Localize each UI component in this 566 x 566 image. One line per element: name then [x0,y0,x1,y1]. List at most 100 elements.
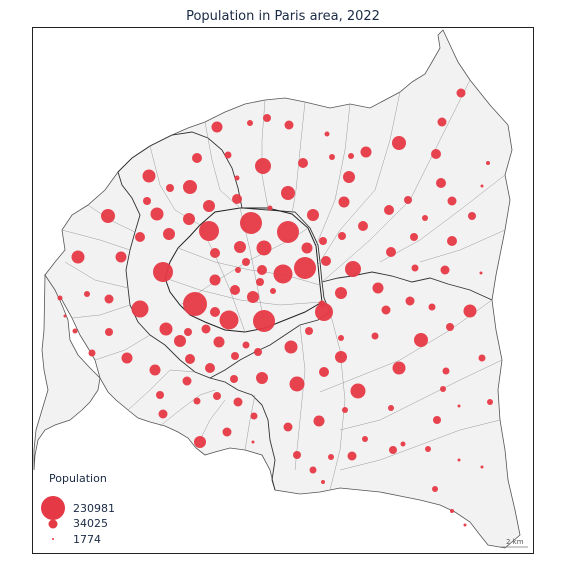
bubble [301,242,313,254]
bubble [203,200,215,212]
bubble [166,184,174,192]
bubble [307,209,319,221]
bubble [440,265,450,275]
bubble [257,265,267,275]
bubble [57,295,63,301]
bubble [463,523,467,527]
bubble [447,236,457,246]
bubble [400,441,406,447]
bubble [321,256,331,266]
bubble [442,367,450,375]
bubble [242,258,250,266]
bubble [267,205,273,211]
bubble [405,296,415,306]
bubble [414,333,428,347]
bubble [131,300,149,318]
bubble [174,335,186,347]
bubble [324,131,330,137]
map-title: Population in Paris area, 2022 [186,9,380,24]
bubble [242,341,250,349]
bubble [115,251,127,263]
bubble [256,240,272,256]
ring-east [321,271,493,301]
map-frame [32,27,534,554]
bubble [270,288,276,294]
bubble [277,221,299,243]
bubble [256,372,268,384]
legend-symbol-medium [48,519,58,529]
bubble [338,196,350,208]
bubble [201,324,211,334]
bubble [156,391,164,399]
bubble [321,480,325,484]
bubble [219,310,239,330]
bubble [205,363,215,373]
bubble [404,196,412,204]
bubble [254,348,262,356]
bubble [159,322,173,336]
bubble [480,184,484,188]
bubble [149,364,161,376]
bubble [446,323,454,331]
bubble [199,221,219,241]
bubble [345,261,361,277]
bubble [450,509,454,513]
bubble [338,335,344,341]
bubble [440,386,446,392]
legend-label-small: 1774 [73,533,101,546]
bubble [255,158,271,174]
bubble [263,114,271,122]
bubble [182,376,192,386]
bubble [158,409,168,419]
bubble [213,336,225,348]
region-west-arm [33,273,101,471]
bubble [335,287,347,299]
bubble [121,352,133,364]
bubble [305,327,313,335]
bubble [457,404,461,408]
bubble [211,121,223,133]
bubble [371,332,379,340]
bubble [348,153,354,159]
bubble [432,486,438,492]
bubble [362,436,368,442]
bubble [105,328,113,336]
bubble [142,169,156,183]
bubble [381,305,391,315]
bubble [72,328,78,334]
bubble [289,376,305,392]
bubble [234,175,240,181]
bubble [63,314,67,318]
bubble [222,427,232,437]
bubble [343,171,355,183]
bubble [71,250,85,264]
bubble [235,267,241,273]
bubble [231,352,239,360]
bubble [328,454,334,460]
bubble [253,310,275,332]
region-outline [44,29,521,549]
bubble [185,354,195,364]
bubble [342,407,348,413]
bubble [433,416,441,424]
bubble [213,392,221,400]
bubble [319,237,327,245]
bubble [84,291,90,297]
legend-symbols [41,496,65,540]
bubble [313,415,325,427]
bubble [104,294,114,304]
bubble [428,303,436,311]
bubble [392,136,406,150]
bubble [273,264,293,284]
bubble [437,117,447,127]
bubble [329,154,335,160]
bubble [284,120,294,130]
bubble [210,307,220,317]
bubble [251,440,255,444]
bubble [315,303,333,321]
bubble [150,207,164,221]
bubble [240,212,262,234]
population-bubbles [57,88,493,527]
bubble [478,354,486,362]
